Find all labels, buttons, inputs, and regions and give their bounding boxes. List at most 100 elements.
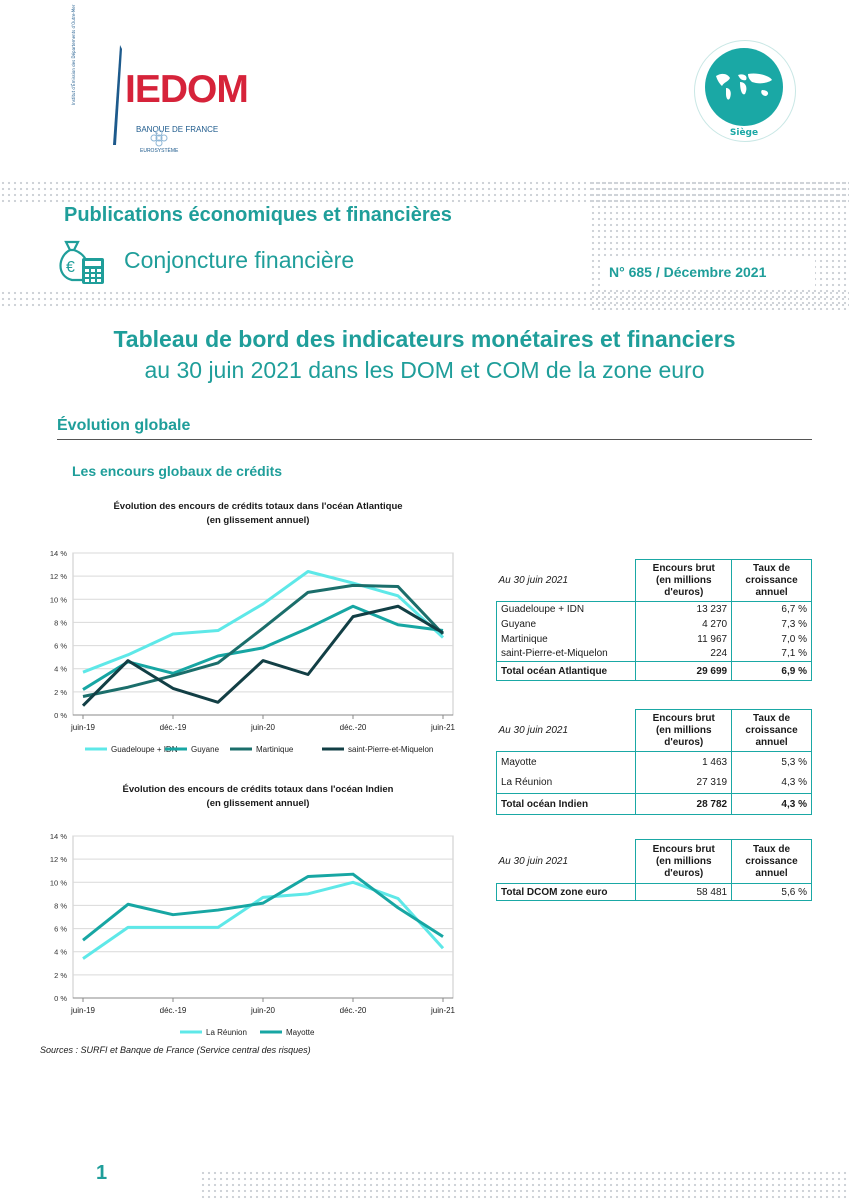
- header-line: croissance: [745, 855, 798, 867]
- chart-indien: 0 % 2 % 4 % 6 % 8 % 10 % 12 % 14 % juin-19 déc.-1…: [50, 832, 456, 1037]
- x-tick-label: juin-19: [70, 723, 96, 732]
- section-heading: Évolution globale: [57, 417, 191, 434]
- header-line: (en millions: [655, 724, 712, 736]
- y-tick-label: 2 %: [54, 971, 67, 980]
- money-bag-calculator-icon: €: [59, 240, 104, 284]
- y-tick-label: 14 %: [50, 832, 67, 841]
- legend-label: Mayotte: [286, 1028, 315, 1037]
- y-tick-label: 4 %: [54, 948, 67, 957]
- table-row: Martinique 11 967 7,0 %: [495, 631, 812, 647]
- chart-atlantique-title-line: Évolution des encours de crédits totaux …: [113, 501, 403, 512]
- header-line: Encours brut: [652, 562, 715, 574]
- y-tick-label: 12 %: [50, 572, 67, 581]
- header-line: (en millions: [656, 574, 712, 586]
- row-label: Guyane: [495, 616, 637, 632]
- series-title: Conjoncture financière: [124, 247, 355, 273]
- y-tick-label: 6 %: [54, 925, 67, 934]
- total-taux: 6,9 %: [731, 661, 812, 681]
- row-encours: 13 237: [635, 601, 733, 617]
- header-line: d'euros): [664, 586, 704, 598]
- logo-flower-icon: [150, 129, 168, 147]
- row-label: Mayotte: [495, 751, 637, 773]
- total-encours: 29 699: [635, 661, 733, 681]
- page-title: Tableau de bord des indicateurs monétair…: [113, 326, 736, 352]
- row-label: Guadeloupe + IDN: [495, 601, 637, 617]
- series-line-2: [82, 872, 444, 942]
- total-taux: 4,3 %: [731, 793, 812, 815]
- table-row: Mayotte 1 463 5,3 %: [495, 751, 812, 773]
- row-taux: 6,7 %: [731, 601, 812, 617]
- x-tick-label: juin-21: [430, 723, 456, 732]
- svg-text:€: €: [66, 259, 75, 276]
- table-row: Guyane 4 270 7,3 %: [495, 616, 812, 632]
- x-tick-label: juin-20: [250, 723, 276, 732]
- col-taux-header: Taux de croissance annuel: [731, 839, 812, 884]
- header-line: Taux de: [753, 843, 791, 855]
- header-line: annuel: [755, 867, 788, 879]
- legend-label: Martinique: [256, 745, 294, 754]
- row-encours: 1 463: [635, 751, 733, 773]
- logo-subtagline: EUROSYSTÈME: [140, 148, 179, 154]
- header-line: d'euros): [664, 736, 704, 748]
- y-tick-label: 14 %: [50, 549, 67, 558]
- total-label: Total DCOM zone euro: [495, 883, 637, 901]
- chart-atlantique-title: Évolution des encours de crédits totaux …: [58, 500, 458, 528]
- issue-number: N° 685 / Décembre 2021: [609, 264, 767, 280]
- logo-mark-icon: [113, 45, 122, 145]
- total-label: Total océan Indien: [495, 793, 637, 815]
- total-encours: 28 782: [635, 793, 733, 815]
- chart-indien-title-line: Évolution des encours de crédits totaux …: [122, 784, 394, 795]
- table-row: Guadeloupe + IDN 13 237 6,7 %: [495, 601, 812, 617]
- x-tick-label: déc.-19: [160, 1006, 187, 1015]
- legend-label: Guadeloupe + IDN: [111, 745, 178, 754]
- table-date-label: Au 30 juin 2021: [498, 855, 569, 867]
- x-tick-label: juin-21: [430, 1006, 456, 1015]
- header-line: Encours brut: [652, 712, 715, 724]
- header-line: Taux de: [753, 712, 791, 724]
- row-encours: 224: [635, 646, 733, 662]
- table-date-label: Au 30 juin 2021: [498, 574, 569, 586]
- y-tick-label: 2 %: [54, 688, 67, 697]
- header-line: Encours brut: [652, 843, 715, 855]
- x-tick-label: déc.-20: [340, 723, 367, 732]
- plot-area: [72, 552, 454, 716]
- bottom-dotted-band: [0, 290, 849, 310]
- row-label: saint-Pierre-et-Miquelon: [495, 646, 637, 662]
- header-line: d'euros): [664, 867, 704, 879]
- table-atlantique: Au 30 juin 2021 Encours brut (en million…: [495, 559, 812, 681]
- logo-vertical-text: Institut d'Émission des Départements d'O…: [71, 4, 76, 105]
- world-map-icon: [716, 73, 772, 100]
- y-tick-label: 0 %: [54, 711, 67, 720]
- table-row: La Réunion 27 319 4,3 %: [495, 772, 812, 794]
- page-subtitle: au 30 juin 2021 dans les DOM et COM de l…: [144, 357, 705, 383]
- header-line: annuel: [755, 586, 788, 598]
- series-line-1: [82, 570, 445, 674]
- right-dotted-band: [590, 180, 849, 310]
- publication-title: Publications économiques et financières: [64, 204, 452, 226]
- plot-area: [72, 835, 454, 999]
- row-taux: 5,3 %: [731, 751, 812, 773]
- table-row: saint-Pierre-et-Miquelon 224 7,1 %: [495, 646, 812, 662]
- y-tick-label: 0 %: [54, 994, 67, 1003]
- series-line-2: [82, 604, 444, 691]
- section-divider: [57, 439, 812, 440]
- x-tick-label: déc.-19: [160, 723, 187, 732]
- legend-label: La Réunion: [206, 1028, 247, 1037]
- y-tick-label: 4 %: [54, 665, 67, 674]
- row-taux: 7,1 %: [731, 646, 812, 662]
- row-encours: 11 967: [635, 631, 733, 647]
- total-label: Total océan Atlantique: [495, 661, 637, 681]
- legend-label: saint-Pierre-et-Miquelon: [348, 745, 433, 754]
- x-tick-label: déc.-20: [340, 1006, 367, 1015]
- y-tick-label: 10 %: [50, 595, 67, 604]
- y-tick-label: 8 %: [54, 901, 67, 910]
- y-tick-label: 10 %: [50, 878, 67, 887]
- col-encours-header: Encours brut (en millions d'euros): [635, 559, 733, 602]
- table-date-label: Au 30 juin 2021: [498, 724, 569, 736]
- header-line: croissance: [745, 574, 798, 586]
- chart-atlantique-subtitle: (en glissement annuel): [206, 515, 310, 526]
- seal-ring: [694, 40, 796, 142]
- y-tick-label: 8 %: [54, 618, 67, 627]
- y-tick-label: 6 %: [54, 642, 67, 651]
- chart-indien-title: Évolution des encours de crédits totaux …: [58, 783, 458, 811]
